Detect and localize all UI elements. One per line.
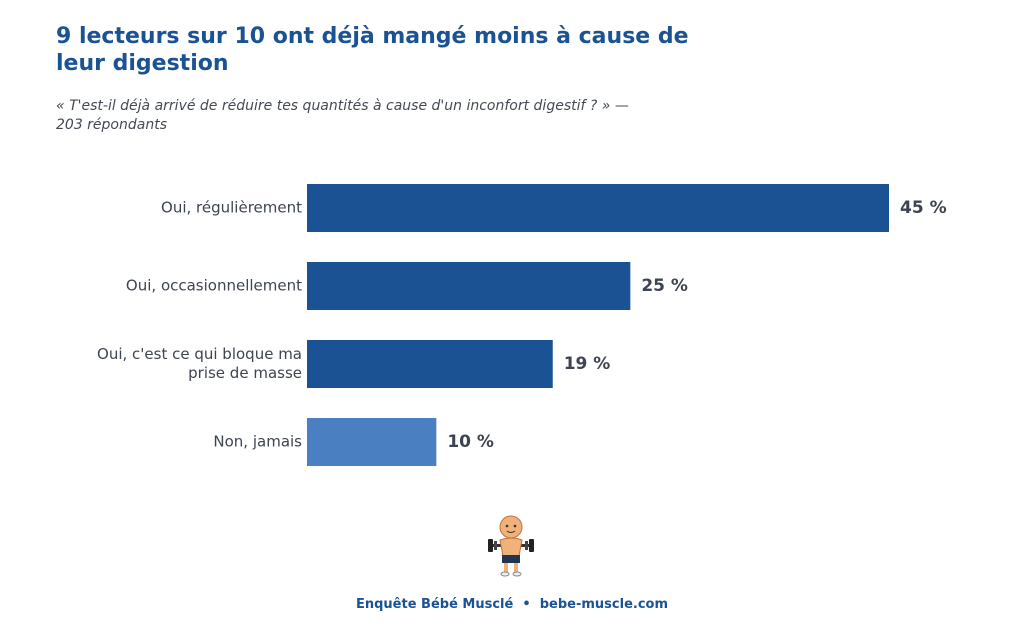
mascot (488, 515, 534, 577)
bar (307, 184, 889, 232)
value-label: 19 % (563, 354, 611, 374)
value-label: 10 % (447, 432, 494, 452)
category-label: Oui, régulièrement (161, 198, 302, 217)
value-label: 25 % (641, 276, 688, 296)
bar (307, 418, 437, 466)
chart-subtitle: « T'est-il déjà arrivé de réduire tes qu… (56, 98, 629, 133)
footer: Enquête Bébé Musclé • bebe-muscle.com (355, 597, 669, 612)
value-label: 45 % (900, 198, 947, 218)
chart-title: 9 lecteurs sur 10 ont déjà mangé moins à… (56, 24, 689, 76)
bar (307, 262, 631, 310)
category-label: Non, jamais (213, 432, 302, 451)
bar (307, 340, 553, 388)
category-label: Oui, c'est ce qui bloque ma prise de mas… (97, 345, 302, 382)
category-label: Oui, occasionnellement (125, 276, 302, 295)
